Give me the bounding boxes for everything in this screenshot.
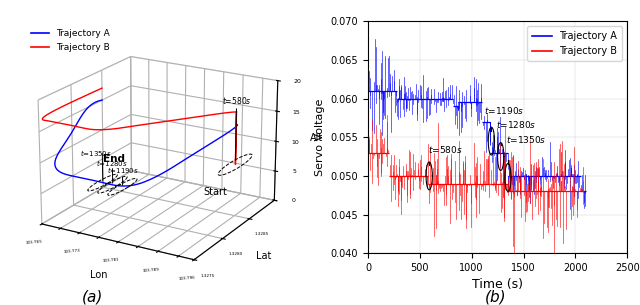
Text: $t$=580$s$: $t$=580$s$ (428, 144, 463, 155)
Text: $t$=1190$s$: $t$=1190$s$ (484, 105, 524, 116)
Legend: Trajectory A, Trajectory B: Trajectory A, Trajectory B (527, 26, 622, 61)
X-axis label: Time (s): Time (s) (472, 278, 523, 292)
Y-axis label: Servo Voltage: Servo Voltage (315, 99, 325, 176)
Text: $t$=1280$s$: $t$=1280$s$ (495, 119, 536, 130)
Legend: Trajectory A, Trajectory B: Trajectory A, Trajectory B (27, 26, 113, 56)
Y-axis label: Lat: Lat (256, 251, 271, 261)
Text: $t$=1350$s$: $t$=1350$s$ (506, 134, 547, 145)
Text: (b): (b) (485, 290, 507, 305)
X-axis label: Lon: Lon (90, 270, 108, 280)
Text: (a): (a) (82, 290, 104, 305)
